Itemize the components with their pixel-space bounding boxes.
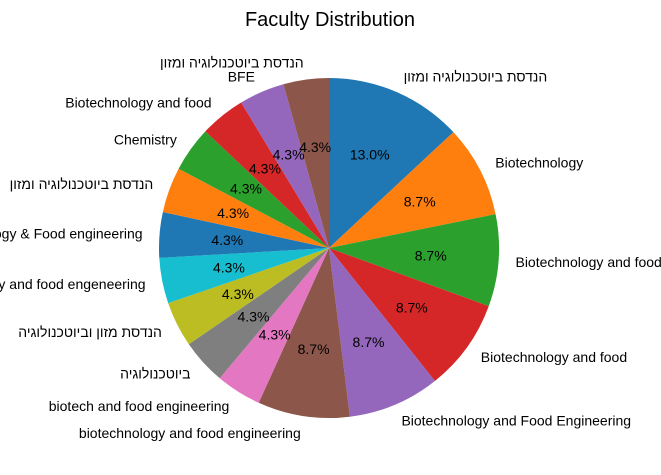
slice-pct-label-5: 8.7% bbox=[298, 341, 330, 357]
slice-pct-label-14: 4.3% bbox=[273, 146, 305, 162]
slice-category-label-9: Biotechnology and food engeneering bbox=[0, 276, 146, 292]
slice-category-label-12: Chemistry bbox=[114, 131, 177, 147]
pie-slice-13 bbox=[205, 102, 329, 249]
pie-slice-2 bbox=[329, 214, 500, 307]
slice-category-label-2: Biotechnology and food engineering bbox=[515, 254, 661, 270]
pie-slice-6 bbox=[219, 248, 329, 403]
slice-category-label-8: הנדסת מזון וביוטכנולוגיה bbox=[18, 324, 162, 340]
slice-category-label-5: biotechnology and food engineering bbox=[79, 425, 301, 441]
pie-slice-9 bbox=[159, 248, 329, 304]
slice-category-label-7: ביוטכנולוגיה bbox=[120, 366, 190, 382]
slice-category-label-6: biotech and food engineering bbox=[49, 398, 230, 414]
pie-slice-7 bbox=[188, 248, 329, 379]
slice-pct-label-4: 8.7% bbox=[353, 334, 385, 350]
pie-slice-14 bbox=[241, 84, 329, 248]
slice-pct-label-8: 4.3% bbox=[222, 286, 254, 302]
slice-pct-label-6: 4.3% bbox=[259, 326, 291, 342]
slice-category-label-14: BFE bbox=[228, 68, 255, 84]
pie-slice-0 bbox=[329, 78, 454, 248]
slice-pct-label-10: 4.3% bbox=[211, 232, 243, 248]
slice-pct-label-9: 4.3% bbox=[213, 260, 245, 276]
slice-category-label-4: Biotechnology and Food Engineering bbox=[401, 412, 631, 428]
slice-category-label-10: Biotechnology & Food engineering bbox=[0, 226, 143, 242]
pie-slice-5 bbox=[258, 248, 350, 418]
slice-pct-label-2: 8.7% bbox=[415, 248, 447, 264]
pie-slice-10 bbox=[159, 212, 329, 258]
slice-pct-label-3: 8.7% bbox=[396, 300, 428, 316]
slice-category-label-11: הנדסת ביוטכנולוגיה ומזון bbox=[10, 176, 154, 192]
pie-slices bbox=[159, 78, 500, 418]
slice-pct-label-15: 4.3% bbox=[299, 139, 331, 155]
pie-slice-3 bbox=[329, 248, 489, 381]
slice-pct-label-13: 4.3% bbox=[249, 161, 281, 177]
slice-category-label-3: Biotechnology and food bbox=[481, 349, 627, 365]
slice-category-label-15: הנדסת ביוטכנולוגיה ומזון bbox=[160, 55, 304, 71]
pie-slice-11 bbox=[162, 168, 329, 248]
slice-pct-label-12: 4.3% bbox=[230, 181, 262, 197]
slice-pct-label-1: 8.7% bbox=[404, 193, 436, 209]
slice-pct-label-11: 4.3% bbox=[217, 205, 249, 221]
slice-category-label-13: Biotechnology and food bbox=[65, 94, 211, 110]
pie-slice-8 bbox=[168, 248, 329, 345]
pie-slice-1 bbox=[329, 132, 496, 248]
pie-slice-12 bbox=[178, 131, 329, 248]
slice-category-label-1: Biotechnology bbox=[495, 154, 583, 170]
pie-slice-4 bbox=[329, 248, 435, 417]
slice-pct-label-7: 4.3% bbox=[238, 309, 270, 325]
slice-pct-label-0: 13.0% bbox=[350, 146, 390, 162]
pie-slice-15 bbox=[283, 78, 329, 248]
slice-category-label-0: הנדסת ביוטכנולוגיה ומזון bbox=[404, 69, 548, 85]
chart-title: Faculty Distribution bbox=[245, 9, 415, 31]
pie-labels: 13.0% הנדסת ביוטכנולוגיה ומזון 8.7% Biotech… bbox=[0, 55, 661, 441]
